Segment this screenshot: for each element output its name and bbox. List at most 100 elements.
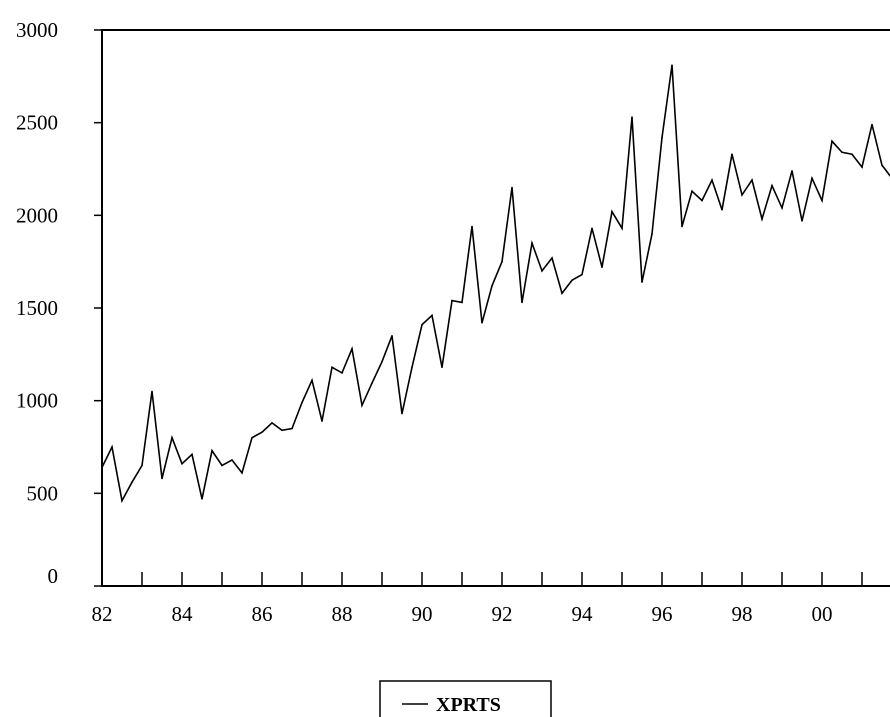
data-point <box>301 401 303 404</box>
data-point <box>211 449 213 452</box>
x-tick-label: 82 <box>92 602 113 626</box>
data-point <box>131 481 133 484</box>
data-point <box>481 322 483 324</box>
data-point <box>151 390 153 393</box>
data-point <box>771 184 773 187</box>
data-point <box>821 199 823 202</box>
data-point <box>791 170 793 172</box>
data-point <box>851 153 853 155</box>
data-point <box>291 427 293 430</box>
data-point <box>421 323 423 326</box>
data-point <box>351 348 353 350</box>
data-point <box>471 225 473 228</box>
data-point <box>361 404 363 407</box>
x-tick-label: 94 <box>572 602 594 626</box>
data-point <box>311 379 313 382</box>
data-point <box>871 123 873 126</box>
series-line-xprts <box>101 65 890 504</box>
data-point <box>721 209 723 211</box>
data-point <box>181 462 183 465</box>
data-point <box>651 233 653 235</box>
data-point <box>241 472 243 474</box>
data-point <box>201 498 203 500</box>
data-point <box>561 292 563 295</box>
data-point <box>551 257 553 259</box>
data-point <box>341 372 343 374</box>
data-point <box>751 179 753 181</box>
legend-box <box>379 680 552 717</box>
data-point <box>511 186 513 189</box>
y-tick-label: 500 <box>27 481 59 505</box>
data-point <box>121 499 123 502</box>
y-tick-label: 1000 <box>16 389 58 413</box>
data-point <box>451 299 453 302</box>
x-tick-label: 92 <box>492 602 513 626</box>
x-tick-label: 88 <box>332 602 353 626</box>
data-point <box>861 166 863 168</box>
data-point <box>841 151 843 154</box>
data-point <box>681 225 683 228</box>
data-point <box>191 453 193 456</box>
legend: XPRTS <box>379 680 552 717</box>
data-point <box>541 270 543 272</box>
data-point <box>711 179 713 181</box>
data-point <box>591 227 593 230</box>
plot-frame <box>101 29 890 587</box>
data-point <box>501 260 503 263</box>
x-tick-label: 00 <box>812 602 833 626</box>
data-point <box>271 422 273 424</box>
data-point <box>171 436 173 439</box>
series-layer <box>101 64 890 504</box>
data-point <box>321 420 323 422</box>
data-point <box>731 153 733 155</box>
data-point <box>621 227 623 230</box>
data-point <box>831 140 833 142</box>
data-point <box>141 464 143 467</box>
data-point <box>881 164 883 167</box>
x-tick-label: 98 <box>732 602 753 626</box>
data-point <box>631 116 633 118</box>
data-point <box>781 207 783 209</box>
data-point <box>251 436 253 439</box>
data-point <box>441 366 443 369</box>
data-point <box>491 285 493 287</box>
legend-label: XPRTS <box>436 694 501 716</box>
data-point <box>601 266 603 269</box>
data-point <box>691 190 693 192</box>
data-point <box>161 477 163 480</box>
y-tick-label: 2500 <box>16 111 58 135</box>
data-point <box>411 366 413 369</box>
data-point <box>811 177 813 180</box>
data-point <box>281 429 283 432</box>
data-point <box>101 466 103 469</box>
data-point <box>371 382 373 384</box>
data-point <box>111 446 113 448</box>
data-point <box>521 301 523 304</box>
data-point <box>231 459 233 461</box>
data-point <box>391 335 393 337</box>
data-point <box>701 199 703 202</box>
y-tick-label: 2000 <box>16 203 58 227</box>
y-axis: 0 500 1000 1500 2000 2500 3000 <box>16 18 102 588</box>
data-point <box>671 64 673 66</box>
data-point <box>431 314 433 317</box>
data-point <box>461 301 463 304</box>
data-point <box>761 218 763 220</box>
x-tick-label: 86 <box>252 602 273 626</box>
data-point <box>401 412 403 415</box>
data-point <box>741 194 743 196</box>
data-point <box>571 279 573 282</box>
y-tick-label: 3000 <box>16 18 58 42</box>
y-tick-label: 1500 <box>16 296 58 320</box>
data-point <box>641 281 643 283</box>
data-point <box>331 366 333 369</box>
x-tick-label: 84 <box>172 602 194 626</box>
x-axis: 8284868890929496980002 <box>92 572 863 626</box>
data-point <box>221 464 223 467</box>
data-point <box>581 273 583 276</box>
data-point <box>261 431 263 434</box>
x-tick-label: 96 <box>652 602 673 626</box>
x-tick-label: 90 <box>412 602 433 626</box>
data-point <box>661 136 663 139</box>
